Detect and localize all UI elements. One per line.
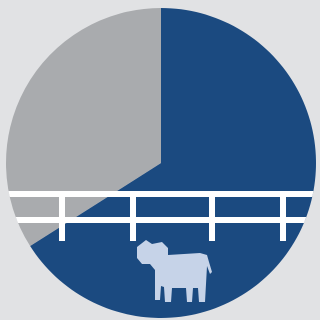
chart [0, 0, 317, 320]
fence-post [280, 191, 286, 241]
fence-rail [0, 191, 317, 197]
fence-post [130, 191, 136, 241]
page: (() => { const data = JSON.parse(documen… [0, 0, 317, 320]
fence-rail [0, 217, 317, 223]
fence-post [59, 191, 65, 241]
fence-post [209, 191, 215, 241]
